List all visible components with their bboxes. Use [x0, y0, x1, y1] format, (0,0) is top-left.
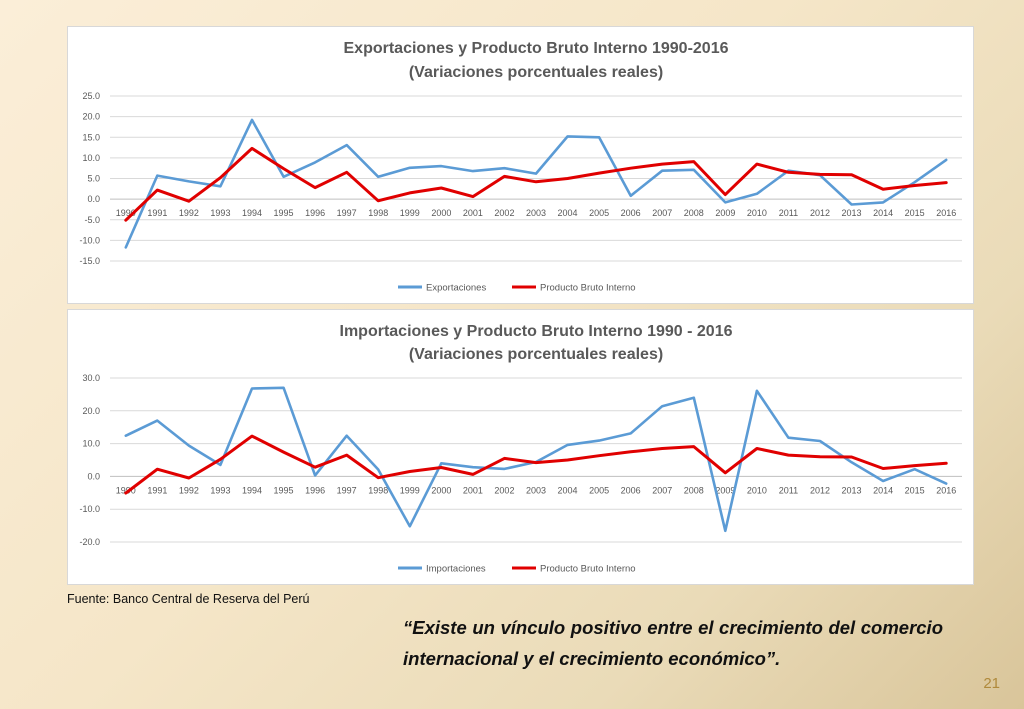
y-tick-label: -10.0	[79, 504, 100, 514]
x-tick-label: 2011	[779, 208, 798, 218]
x-tick-label: 2013	[842, 208, 862, 218]
x-tick-label: 1993	[210, 208, 230, 218]
x-tick-label: 1999	[400, 208, 420, 218]
x-tick-label: 2006	[621, 208, 641, 218]
x-tick-label: 1999	[400, 485, 420, 495]
chart-title: Exportaciones y Producto Bruto Interno 1…	[344, 40, 729, 57]
x-tick-label: 2010	[747, 485, 767, 495]
y-tick-label: 15.0	[82, 132, 100, 142]
x-tick-label: 2009	[715, 485, 735, 495]
y-tick-label: -15.0	[79, 256, 100, 266]
x-tick-label: 2011	[779, 485, 798, 495]
x-tick-label: 1997	[337, 208, 357, 218]
x-tick-label: 2016	[936, 208, 956, 218]
x-tick-label: 2000	[431, 208, 451, 218]
x-tick-label: 2016	[936, 485, 956, 495]
x-tick-label: 1997	[337, 485, 357, 495]
exports-chart: Exportaciones y Producto Bruto Interno 1…	[79, 40, 962, 294]
y-tick-label: 20.0	[82, 406, 100, 416]
quote-text: “Existe un vínculo positivo entre el cre…	[403, 617, 943, 669]
y-tick-label: 10.0	[82, 439, 100, 449]
y-tick-label: 5.0	[87, 174, 100, 184]
x-tick-label: 2007	[652, 208, 672, 218]
x-tick-label: 1994	[242, 485, 262, 495]
source-note: Fuente: Banco Central de Reserva del Per…	[67, 592, 310, 606]
x-tick-label: 1991	[147, 485, 167, 495]
chart-subtitle: (Variaciones porcentuales reales)	[409, 64, 663, 81]
x-tick-label: 2000	[431, 485, 451, 495]
x-tick-label: 2010	[747, 208, 767, 218]
exports-chart-panel: Exportaciones y Producto Bruto Interno 1…	[67, 26, 974, 304]
x-tick-label: 1995	[274, 208, 294, 218]
x-tick-label: 1993	[210, 485, 230, 495]
x-tick-label: 2014	[873, 208, 893, 218]
legend-label: Exportaciones	[426, 283, 486, 294]
x-tick-label: 2015	[905, 485, 925, 495]
x-tick-label: 2002	[494, 485, 514, 495]
x-tick-label: 2014	[873, 485, 893, 495]
y-tick-label: 25.0	[82, 91, 100, 101]
x-tick-label: 1992	[179, 208, 199, 218]
legend-label: Importaciones	[426, 564, 486, 575]
x-tick-label: 2007	[652, 485, 672, 495]
x-tick-label: 2006	[621, 485, 641, 495]
legend-label: Producto Bruto Interno	[540, 283, 636, 294]
x-tick-label: 1992	[179, 485, 199, 495]
x-tick-label: 1996	[305, 485, 325, 495]
x-tick-label: 1998	[368, 208, 388, 218]
y-tick-label: 20.0	[82, 112, 100, 122]
legend-label: Producto Bruto Interno	[540, 564, 636, 575]
x-tick-label: 2001	[463, 208, 483, 218]
x-tick-label: 2001	[463, 485, 483, 495]
x-tick-label: 2004	[558, 485, 578, 495]
x-tick-label: 2005	[589, 485, 609, 495]
y-tick-label: 0.0	[87, 471, 100, 481]
imports-chart-panel: Importaciones y Producto Bruto Interno 1…	[67, 309, 974, 585]
y-tick-label: -20.0	[79, 537, 100, 547]
x-tick-label: 2005	[589, 208, 609, 218]
x-tick-label: 2008	[684, 485, 704, 495]
x-tick-label: 2008	[684, 208, 704, 218]
series-line-primary	[124, 118, 948, 249]
x-tick-label: 2012	[810, 208, 830, 218]
page-number: 21	[983, 675, 1000, 692]
x-tick-label: 2002	[494, 208, 514, 218]
x-tick-label: 2009	[715, 208, 735, 218]
x-tick-label: 1994	[242, 208, 262, 218]
y-tick-label: 0.0	[87, 194, 100, 204]
x-tick-label: 2012	[810, 485, 830, 495]
chart-title: Importaciones y Producto Bruto Interno 1…	[340, 323, 733, 340]
x-tick-label: 2015	[905, 208, 925, 218]
x-tick-label: 1996	[305, 208, 325, 218]
y-tick-label: -10.0	[79, 235, 100, 245]
x-tick-label: 2003	[526, 485, 546, 495]
y-tick-label: -5.0	[84, 215, 100, 225]
x-tick-label: 2003	[526, 208, 546, 218]
y-tick-label: 10.0	[82, 153, 100, 163]
chart-subtitle: (Variaciones porcentuales reales)	[409, 346, 663, 363]
x-tick-label: 1990	[116, 485, 136, 495]
x-tick-label: 2013	[842, 485, 862, 495]
x-tick-label: 2004	[558, 208, 578, 218]
x-tick-label: 1990	[116, 208, 136, 218]
x-tick-label: 1991	[147, 208, 167, 218]
imports-chart: Importaciones y Producto Bruto Interno 1…	[79, 323, 962, 575]
y-tick-label: 30.0	[82, 373, 100, 383]
x-tick-label: 1995	[274, 485, 294, 495]
x-tick-label: 1998	[368, 485, 388, 495]
